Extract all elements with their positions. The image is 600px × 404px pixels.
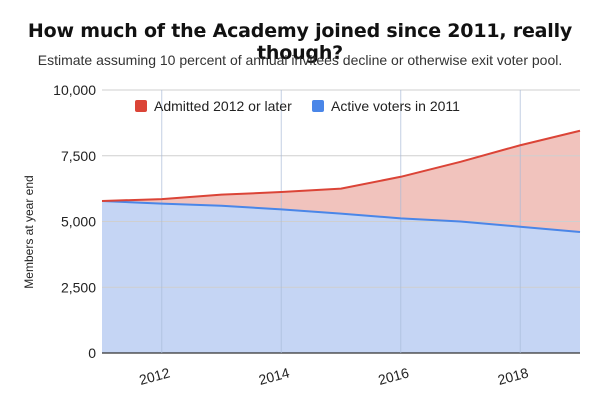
gridlines — [102, 89, 580, 354]
y-axis-title: Members at year end — [22, 175, 36, 288]
legend-admitted-2012-or-later-swatch — [135, 100, 147, 112]
x-tick-label: 2012 — [137, 364, 171, 388]
line-admitted-2012-or-later — [101, 129, 581, 202]
line-active-voters-2011 — [101, 199, 581, 234]
legend-active-voters-2011-label: Active voters in 2011 — [331, 98, 460, 114]
x-tick-label: 2016 — [376, 364, 410, 388]
x-axis: 2012 2014 2016 2018 — [137, 364, 530, 388]
legend-admitted-2012-or-later-label: Admitted 2012 or later — [154, 98, 292, 114]
area-active-voters-2011 — [102, 200, 580, 353]
y-tick-label: 2,500 — [61, 279, 96, 295]
chart-title: How much of the Academy joined since 201… — [27, 20, 573, 64]
legend-active-voters-2011-swatch — [312, 100, 324, 112]
chart-subtitle: Estimate assuming 10 percent of annual i… — [37, 52, 563, 68]
y-tick-label: 10,000 — [53, 82, 96, 98]
y-tick-label: 0 — [88, 345, 96, 361]
chart-areas — [102, 130, 580, 353]
y-axis: 0 2,500 5,000 7,500 10,000 — [53, 82, 96, 361]
y-tick-label: 7,500 — [61, 148, 96, 164]
series-lines — [101, 129, 581, 234]
legend: Admitted 2012 or later Active voters in 2… — [135, 98, 460, 114]
x-tick-label: 2014 — [257, 364, 291, 388]
x-tick-label: 2018 — [496, 364, 530, 388]
area-admitted-2012-or-later — [102, 130, 580, 233]
y-tick-label: 5,000 — [61, 214, 96, 230]
